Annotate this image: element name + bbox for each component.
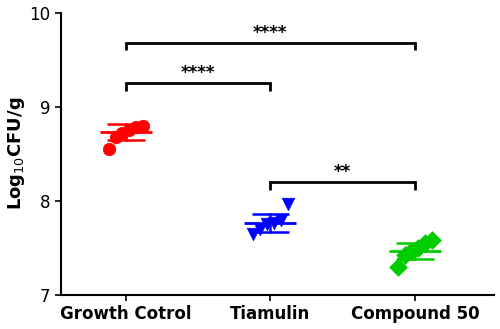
Point [400, 253, 408, 258]
Point [408, 248, 416, 253]
Point [284, 201, 292, 206]
Point [104, 146, 112, 152]
Point [132, 125, 140, 130]
Point [118, 130, 126, 136]
Point [422, 240, 430, 246]
Point [394, 264, 402, 269]
Point [428, 238, 436, 243]
Text: **: ** [334, 163, 351, 181]
Point [270, 220, 278, 225]
Point [263, 222, 271, 227]
Point [249, 231, 257, 237]
Point [112, 134, 120, 139]
Point [414, 245, 422, 251]
Point [126, 128, 134, 133]
Point [140, 123, 147, 128]
Point [256, 226, 264, 232]
Y-axis label: Log$_{10}$CFU/g: Log$_{10}$CFU/g [6, 97, 26, 211]
Text: ****: **** [181, 64, 216, 82]
Text: ****: **** [253, 24, 288, 42]
Point [277, 217, 285, 222]
